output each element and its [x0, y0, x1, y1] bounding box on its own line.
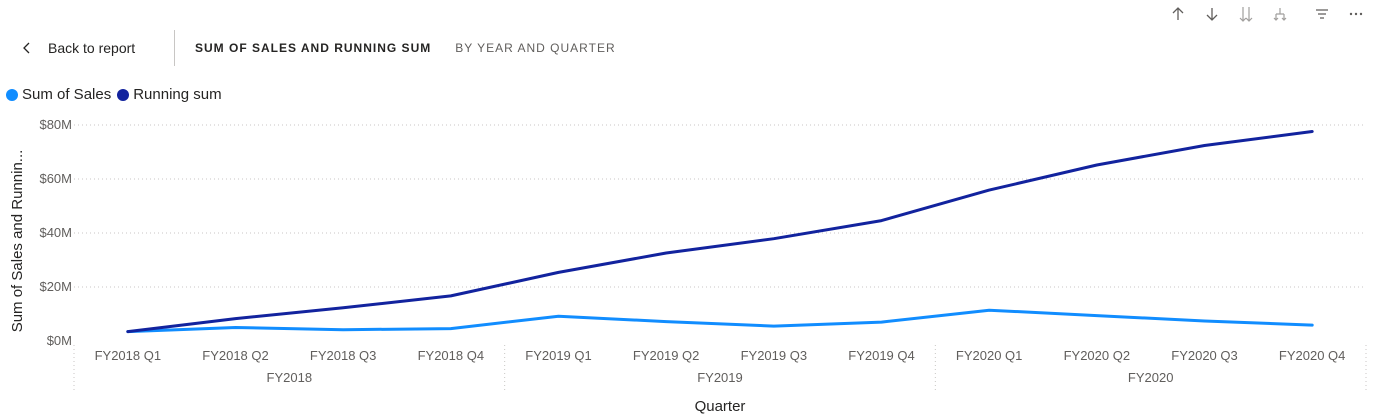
y-axis-title: Sum of Sales and Runnin... [9, 150, 26, 333]
legend-label: Sum of Sales [22, 86, 112, 103]
page-title: SUM OF SALES AND RUNNING SUM BY YEAR AND… [195, 30, 616, 66]
x-tick-label: FY2018 Q2 [202, 348, 269, 363]
x-tick-label: FY2020 Q1 [956, 348, 1023, 363]
title-main: SUM OF SALES AND RUNNING SUM [195, 41, 432, 55]
series-line-running-sum [126, 130, 1314, 334]
series-line-sum-of-sales [126, 308, 1314, 334]
back-label: Back to report [48, 40, 136, 56]
x-axis-title: Quarter [695, 398, 746, 415]
x-tick-label: FY2018 Q1 [95, 348, 162, 363]
y-tick-label: $20M [39, 279, 72, 294]
visual-header-toolbar [1154, 4, 1366, 24]
arrow-up-icon[interactable] [1168, 4, 1188, 24]
arrow-down-icon[interactable] [1202, 4, 1222, 24]
visual-header: Back to report SUM OF SALES AND RUNNING … [0, 30, 1374, 66]
legend-dot-icon [117, 88, 130, 101]
y-tick-label: $40M [39, 225, 72, 240]
y-tick-label: $60M [39, 171, 72, 186]
expand-hierarchy-icon[interactable] [1270, 4, 1290, 24]
title-sub: BY YEAR AND QUARTER [455, 41, 616, 55]
x-group-label: FY2020 [1128, 370, 1174, 385]
x-tick-label: FY2019 Q3 [741, 348, 808, 363]
y-tick-label: $80M [39, 117, 72, 132]
legend-item-sum-of-sales[interactable]: Sum of Sales [6, 86, 111, 103]
chart-legend: Sum of Sales Running sum [6, 86, 228, 103]
back-to-report-button[interactable]: Back to report [20, 30, 135, 66]
legend-dot-icon [6, 88, 18, 101]
x-tick-label: FY2020 Q4 [1279, 348, 1346, 363]
legend-item-running-sum[interactable]: Running sum [117, 86, 222, 103]
x-tick-label: FY2019 Q4 [848, 348, 915, 363]
legend-label: Running sum [133, 86, 222, 103]
x-group-label: FY2019 [697, 370, 743, 385]
y-tick-label: $0M [47, 333, 72, 348]
double-arrow-down-icon[interactable] [1236, 4, 1256, 24]
filter-icon[interactable] [1312, 4, 1332, 24]
x-tick-label: FY2019 Q2 [633, 348, 700, 363]
x-tick-label: FY2018 Q3 [310, 348, 377, 363]
x-tick-label: FY2020 Q2 [1064, 348, 1131, 363]
x-tick-label: FY2019 Q1 [525, 348, 592, 363]
x-group-label: FY2018 [267, 370, 313, 385]
more-options-icon[interactable] [1346, 4, 1366, 24]
header-divider [174, 30, 175, 66]
x-tick-label: FY2020 Q3 [1171, 348, 1238, 363]
x-tick-label: FY2018 Q4 [418, 348, 485, 363]
chevron-left-icon [23, 42, 30, 54]
